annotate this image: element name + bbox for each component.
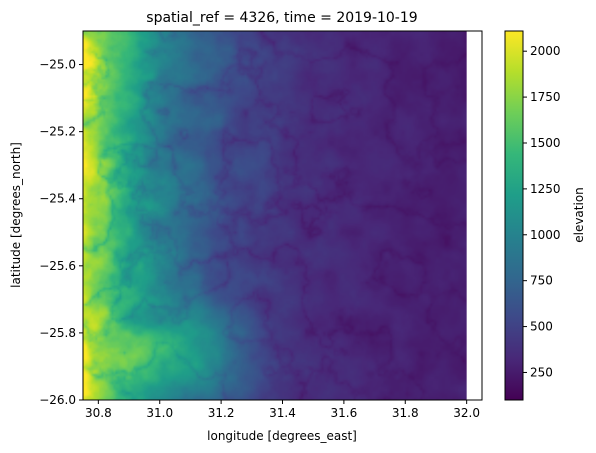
colorbar-frame [504, 30, 524, 401]
y-tick-label: −25.6 [39, 259, 76, 273]
y-tick-label: −25.8 [39, 326, 76, 340]
colorbar-tick-label: 1500 [530, 136, 561, 150]
y-tick-label: −25.4 [39, 192, 76, 206]
y-tick-label: −25.2 [39, 125, 76, 139]
x-tick-label: 31.4 [269, 406, 296, 420]
colorbar-tick-label: 2000 [530, 44, 561, 58]
plot-area [82, 30, 483, 401]
x-tick-label: 31.2 [208, 406, 235, 420]
colorbar-tick-label: 1250 [530, 182, 561, 196]
y-tick-label: −26.0 [39, 393, 76, 407]
colorbar-gradient [505, 31, 523, 400]
colorbar: 250 500 750 1000 1250 1500 1750 2000 elevation [504, 30, 586, 401]
elevation-heatmap [83, 31, 467, 400]
x-tick-label: 31.0 [146, 406, 173, 420]
x-tick-label: 32.0 [453, 406, 480, 420]
y-axis-label: latitude [degrees_north] [9, 142, 23, 288]
colorbar-tick-label: 1750 [530, 90, 561, 104]
colorbar-ticks: 250 500 750 1000 1250 1500 1750 2000 [523, 44, 561, 379]
chart-title: spatial_ref = 4326, time = 2019-10-19 [146, 10, 417, 26]
y-axis: −25.0 −25.2 −25.4 −25.6 −25.8 −26.0 [39, 58, 83, 407]
colorbar-tick-label: 1000 [530, 228, 561, 242]
x-axis: 30.8 31.0 31.2 31.4 31.6 31.8 32.0 [85, 400, 480, 420]
x-tick-label: 31.6 [331, 406, 358, 420]
x-axis-label: longitude [degrees_east] [207, 429, 357, 443]
x-tick-label: 31.8 [392, 406, 419, 420]
x-tick-label: 30.8 [85, 406, 112, 420]
colorbar-tick-label: 750 [530, 274, 553, 288]
y-tick-label: −25.0 [39, 58, 76, 72]
colorbar-label: elevation [572, 187, 586, 243]
colorbar-tick-label: 500 [530, 320, 553, 334]
colorbar-tick-label: 250 [530, 365, 553, 379]
